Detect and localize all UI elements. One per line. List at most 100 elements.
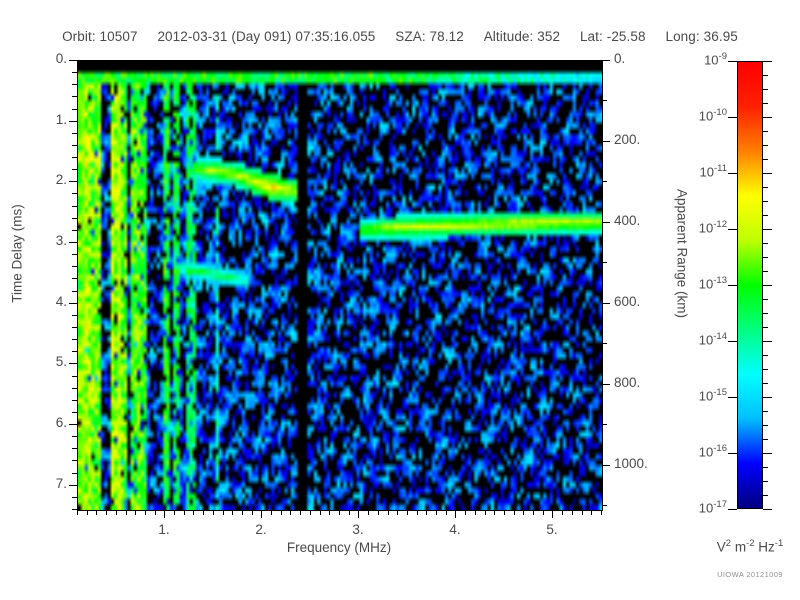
- axis-tick: [602, 100, 607, 101]
- axis-tick: [310, 510, 311, 515]
- frequency-tick-label: 5.: [546, 522, 558, 537]
- axis-tick: [446, 510, 447, 515]
- axis-tick: [203, 510, 204, 515]
- colorbar-tick: [763, 173, 772, 174]
- axis-tick: [72, 315, 77, 316]
- axis-tick: [72, 157, 77, 158]
- apparent-range-tick-label: 200.: [614, 132, 641, 147]
- axis-tick: [72, 193, 77, 194]
- axis-tick: [523, 510, 524, 515]
- colorbar-tick-label: 10-11: [699, 163, 728, 180]
- axis-tick: [339, 510, 340, 515]
- ionogram-header: Orbit: 10507 2012-03-31 (Day 091) 07:35:…: [0, 29, 800, 44]
- colorbar-minor-tick: [763, 467, 768, 468]
- time-delay-tick-label: 5.: [55, 354, 67, 369]
- axis-tick: [232, 510, 233, 515]
- colorbar-minor-tick: [763, 103, 768, 104]
- axis-tick: [601, 510, 602, 515]
- header-long-label: Long:: [665, 29, 700, 44]
- colorbar-minor-tick: [763, 383, 768, 384]
- axis-tick: [72, 206, 77, 207]
- axis-tick: [602, 60, 610, 61]
- axis-tick: [126, 510, 127, 515]
- axis-tick: [72, 254, 77, 255]
- axis-tick: [426, 510, 427, 515]
- colorbar-minor-tick: [763, 495, 768, 496]
- header-sza-value: 78.12: [429, 29, 464, 44]
- y-axis-title: Time Delay (ms): [9, 204, 25, 303]
- axis-tick: [602, 141, 610, 142]
- apparent-range-tick-label: 0.: [614, 51, 626, 66]
- axis-tick: [184, 510, 185, 515]
- axis-tick: [213, 510, 214, 515]
- colorbar-tick: [728, 397, 737, 398]
- colorbar-tick-label: 10-14: [698, 331, 727, 348]
- colorbar-minor-tick: [763, 215, 768, 216]
- axis-tick: [455, 510, 456, 518]
- colorbar-tick: [728, 117, 737, 118]
- frequency-tick-label: 1.: [158, 522, 170, 537]
- colorbar-tick: [763, 397, 772, 398]
- colorbar-tick-label: 10-9: [704, 51, 727, 68]
- axis-tick: [261, 510, 262, 518]
- axis-tick: [591, 510, 592, 515]
- axis-tick: [155, 510, 156, 515]
- colorbar-unit-label: V2 m-2 Hz-1: [716, 538, 784, 555]
- colorbar-gradient: [738, 62, 762, 508]
- axis-tick: [145, 510, 146, 515]
- axis-tick: [72, 133, 77, 134]
- colorbar-minor-tick: [763, 481, 768, 482]
- axis-tick: [572, 510, 573, 515]
- axis-tick: [135, 510, 136, 515]
- axis-tick: [378, 510, 379, 515]
- axis-tick: [242, 510, 243, 515]
- axis-tick: [602, 384, 610, 385]
- axis-tick: [602, 424, 607, 425]
- colorbar-minor-tick: [763, 131, 768, 132]
- header-orbit-label: Orbit:: [62, 29, 96, 44]
- axis-tick: [388, 510, 389, 515]
- axis-tick: [69, 121, 77, 122]
- colorbar-tick: [728, 509, 737, 510]
- colorbar-tick: [728, 341, 737, 342]
- axis-tick: [72, 460, 77, 461]
- header-lat-value: -25.58: [606, 29, 646, 44]
- axis-tick: [72, 96, 77, 97]
- axis-tick: [72, 169, 77, 170]
- axis-tick: [514, 510, 515, 515]
- credit-label: UIOWA 20121009: [717, 570, 783, 579]
- apparent-range-tick-label: 1000.: [614, 456, 648, 471]
- axis-tick: [475, 510, 476, 515]
- axis-tick: [349, 510, 350, 515]
- axis-tick: [69, 303, 77, 304]
- colorbar-minor-tick: [763, 187, 768, 188]
- axis-tick: [320, 510, 321, 515]
- axis-tick: [69, 60, 77, 61]
- header-datetime: 2012-03-31 (Day 091) 07:35:16.055: [157, 29, 376, 44]
- frequency-tick-label: 2.: [255, 522, 267, 537]
- axis-tick: [397, 510, 398, 515]
- time-delay-tick-label: 2.: [55, 172, 67, 187]
- axis-tick: [72, 388, 77, 389]
- colorbar-tick-label: 10-13: [698, 275, 727, 292]
- axis-tick: [72, 448, 77, 449]
- axis-tick: [602, 505, 607, 506]
- x-axis-title: Frequency (MHz): [286, 540, 392, 555]
- colorbar-minor-tick: [763, 313, 768, 314]
- axis-tick: [72, 230, 77, 231]
- axis-tick: [290, 510, 291, 515]
- axis-tick: [465, 510, 466, 515]
- apparent-range-tick-label: 400.: [614, 213, 641, 228]
- axis-tick: [72, 497, 77, 498]
- axis-tick: [72, 145, 77, 146]
- axis-tick: [72, 266, 77, 267]
- axis-tick: [72, 400, 77, 401]
- colorbar-tick: [763, 61, 772, 62]
- colorbar-tick: [763, 117, 772, 118]
- axis-tick: [602, 343, 607, 344]
- axis-tick: [72, 278, 77, 279]
- colorbar-tick-label: 10-16: [698, 443, 727, 460]
- colorbar-minor-tick: [763, 257, 768, 258]
- header-altitude-label: Altitude:: [483, 29, 534, 44]
- axis-tick: [533, 510, 534, 515]
